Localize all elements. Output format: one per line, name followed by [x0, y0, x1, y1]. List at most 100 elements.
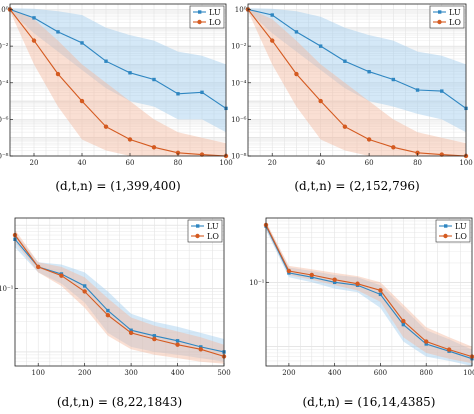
- point-lo: [152, 336, 157, 342]
- band-lu: [266, 222, 472, 366]
- point-lo: [55, 71, 61, 77]
- point-lu: [440, 89, 444, 93]
- point-lu: [318, 44, 323, 48]
- point-lu: [332, 280, 337, 285]
- grid: [247, 3, 467, 157]
- series-line-lu: [9, 8, 227, 109]
- point-lu: [32, 16, 36, 20]
- x-tick-label: 600: [374, 369, 387, 377]
- point-lo: [151, 145, 157, 150]
- point-lo: [79, 98, 85, 104]
- point-lo: [342, 124, 348, 129]
- point-lo: [270, 38, 275, 43]
- chart-caption: (d,t,n) = (8,22,1843): [57, 395, 182, 409]
- band-lu: [10, 8, 226, 133]
- x-tick-label: 40: [78, 159, 87, 167]
- point-lo: [415, 150, 420, 155]
- y-tick-label: 10⁻¹: [249, 279, 265, 287]
- point-lo: [198, 347, 203, 352]
- point-lu: [294, 30, 299, 34]
- legend-marker-lo: [443, 233, 448, 239]
- axes-frame: [265, 217, 473, 367]
- point-lu: [152, 77, 156, 82]
- legend-marker-lo: [437, 19, 442, 25]
- point-lu: [200, 90, 204, 95]
- y-tick-label: 10⁻⁸: [231, 153, 247, 161]
- legend-label-lo: LO: [209, 18, 221, 27]
- point-lo: [366, 137, 372, 142]
- x-tick-label: 60: [365, 159, 374, 167]
- x-tick-label: 300: [124, 369, 137, 377]
- legend-label-lu: LU: [209, 8, 221, 17]
- point-lu: [199, 345, 203, 349]
- x-tick-label: 100: [219, 159, 232, 167]
- point-lu: [56, 30, 60, 34]
- series-line-lo: [14, 234, 225, 357]
- legend-marker-lu: [444, 224, 448, 228]
- x-tick-label: 200: [78, 369, 91, 377]
- grid: [9, 3, 227, 157]
- point-lo: [309, 272, 314, 278]
- point-lo: [31, 38, 37, 43]
- point-lu: [128, 71, 132, 75]
- y-tick-label: 10⁻⁴: [0, 79, 9, 87]
- band-lu: [15, 233, 224, 362]
- y-tick-label: 10⁰: [235, 6, 247, 14]
- legend-marker-lu: [196, 224, 200, 228]
- point-lu: [343, 59, 347, 63]
- point-lu: [310, 275, 314, 279]
- point-lu: [391, 77, 396, 82]
- legend-marker-lo: [197, 19, 202, 25]
- point-lo: [103, 124, 109, 129]
- point-lo: [378, 288, 383, 293]
- legend-label-lo: LO: [207, 232, 219, 241]
- point-lu: [176, 92, 180, 96]
- y-tick-label: 10⁻²: [0, 43, 9, 51]
- x-tick-label: 40: [316, 159, 325, 167]
- point-lo: [391, 145, 396, 150]
- grid: [265, 217, 473, 367]
- x-tick-label: 500: [217, 369, 230, 377]
- chart-caption: (d,t,n) = (16,14,4385): [303, 395, 436, 409]
- point-lo: [318, 98, 323, 104]
- y-tick-label: 10⁻⁶: [0, 116, 9, 124]
- legend-label-lo: LO: [449, 18, 461, 27]
- point-lo: [127, 137, 133, 142]
- point-lo: [424, 339, 429, 344]
- series-line-lu: [14, 238, 225, 353]
- band-lo: [15, 229, 224, 364]
- series-line-lu: [247, 8, 467, 109]
- point-lu: [129, 328, 133, 332]
- legend-label-lu: LU: [455, 222, 467, 231]
- point-lo: [175, 150, 181, 155]
- point-lo: [355, 281, 360, 286]
- point-lo: [59, 273, 64, 278]
- legend-label-lu: LU: [207, 222, 219, 231]
- axes-frame: [247, 3, 467, 157]
- x-tick-label: 80: [413, 159, 422, 167]
- axes-frame: [14, 217, 225, 367]
- band-lu: [248, 8, 466, 133]
- point-lo: [36, 264, 41, 270]
- band-lo: [266, 221, 472, 364]
- legend-marker-lu: [198, 10, 202, 14]
- series-line-lo: [247, 9, 467, 157]
- point-lo: [105, 313, 111, 318]
- point-lo: [332, 277, 337, 282]
- series-line-lu: [265, 225, 473, 360]
- band-lo: [248, 8, 466, 156]
- legend-marker-lo: [195, 233, 200, 239]
- point-lu: [378, 292, 383, 297]
- point-lu: [152, 334, 157, 338]
- point-lo: [294, 71, 299, 77]
- point-lu: [424, 342, 428, 346]
- point-lu: [270, 13, 274, 17]
- y-tick-label: 10⁻¹: [0, 285, 14, 293]
- y-tick-label: 10⁻²: [231, 43, 247, 51]
